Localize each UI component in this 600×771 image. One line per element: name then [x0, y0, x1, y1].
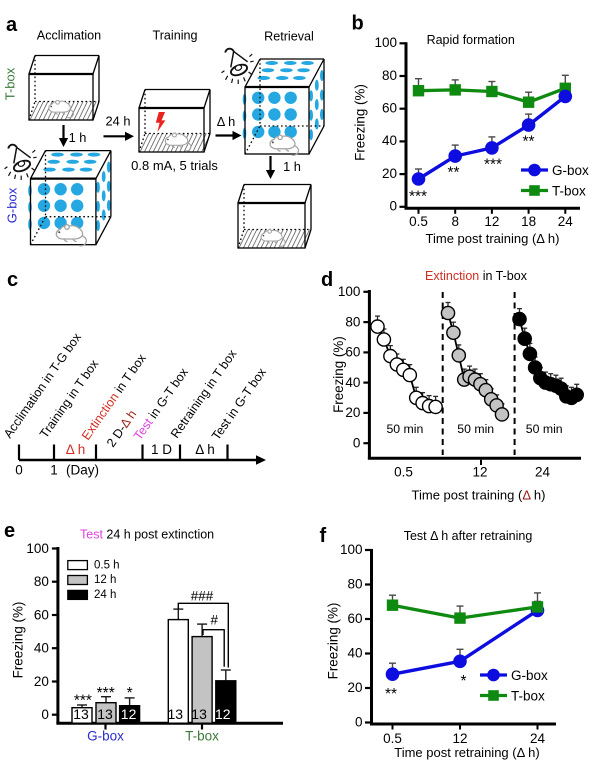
- svg-text:Time post training (Δ h): Time post training (Δ h): [412, 487, 546, 502]
- svg-text:***: ***: [74, 692, 92, 709]
- svg-text:24 h: 24 h: [94, 589, 116, 601]
- svg-text:***: ***: [97, 685, 115, 702]
- svg-text:50 min: 50 min: [457, 422, 494, 436]
- svg-text:Freezing (%): Freezing (%): [352, 84, 367, 161]
- svg-text:(Day): (Day): [66, 463, 99, 478]
- svg-text:18: 18: [521, 214, 536, 229]
- svg-text:f: f: [320, 525, 327, 547]
- svg-text:60: 60: [34, 607, 49, 622]
- svg-text:12: 12: [121, 706, 137, 722]
- svg-text:*: *: [460, 673, 466, 690]
- svg-text:12: 12: [452, 731, 467, 746]
- svg-text:1 h: 1 h: [283, 159, 301, 174]
- svg-text:###: ###: [191, 588, 214, 603]
- svg-text:20: 20: [34, 674, 49, 689]
- svg-text:0.5 h: 0.5 h: [94, 559, 120, 571]
- svg-text:40: 40: [347, 645, 362, 660]
- svg-text:Test Δ h after retraining: Test Δ h after retraining: [404, 529, 533, 543]
- svg-text:Freezing (%): Freezing (%): [325, 603, 340, 680]
- svg-text:1 D: 1 D: [151, 442, 172, 457]
- svg-text:Retrieval: Retrieval: [264, 30, 314, 44]
- svg-text:***: ***: [484, 157, 502, 174]
- svg-text:80: 80: [34, 574, 49, 589]
- svg-text:50 min: 50 min: [386, 422, 423, 436]
- svg-text:100: 100: [26, 541, 49, 556]
- svg-text:c: c: [7, 269, 18, 291]
- svg-text:Acclimation: Acclimation: [37, 29, 101, 43]
- svg-text:**: **: [522, 134, 534, 151]
- svg-text:100: 100: [374, 35, 397, 50]
- svg-text:0.5: 0.5: [409, 214, 428, 229]
- svg-text:Δ h: Δ h: [195, 442, 215, 457]
- svg-text:12 h: 12 h: [94, 574, 116, 586]
- svg-text:24 h: 24 h: [106, 114, 131, 129]
- svg-text:Freezing (%): Freezing (%): [10, 602, 25, 679]
- svg-text:80: 80: [345, 314, 360, 329]
- svg-text:13: 13: [73, 706, 89, 722]
- svg-text:G-box: G-box: [511, 668, 548, 683]
- svg-text:**: **: [385, 686, 397, 703]
- svg-text:T-box: T-box: [185, 729, 219, 744]
- svg-text:e: e: [4, 520, 15, 542]
- svg-text:20: 20: [347, 680, 362, 695]
- svg-text:100: 100: [338, 284, 361, 299]
- svg-text:1: 1: [50, 463, 58, 478]
- svg-text:Δ h: Δ h: [217, 114, 236, 129]
- svg-text:24: 24: [535, 465, 551, 480]
- svg-text:Training: Training: [152, 29, 197, 43]
- svg-text:#: #: [210, 613, 218, 628]
- svg-text:Freezing (%): Freezing (%): [331, 336, 346, 413]
- svg-text:100: 100: [340, 542, 363, 557]
- svg-text:0: 0: [389, 199, 397, 214]
- svg-text:13: 13: [97, 706, 113, 722]
- svg-text:0.5: 0.5: [383, 731, 402, 746]
- svg-text:T-box: T-box: [552, 183, 586, 198]
- svg-text:0.8 mA, 5 trials: 0.8 mA, 5 trials: [131, 158, 218, 173]
- svg-text:Time post retraining (Δ h): Time post retraining (Δ h): [394, 745, 539, 760]
- svg-text:G-box: G-box: [87, 729, 124, 744]
- svg-text:*: *: [127, 685, 133, 702]
- svg-text:12: 12: [484, 214, 499, 229]
- svg-text:a: a: [6, 14, 18, 36]
- svg-text:Time post training (Δ h): Time post training (Δ h): [426, 231, 560, 246]
- svg-text:Test 24 h post extinction: Test 24 h post extinction: [80, 528, 214, 542]
- svg-text:24: 24: [558, 214, 574, 229]
- svg-text:40: 40: [382, 133, 397, 148]
- svg-text:40: 40: [345, 375, 360, 390]
- svg-text:Δ h: Δ h: [66, 442, 86, 457]
- svg-text:13: 13: [168, 706, 184, 722]
- svg-text:0: 0: [355, 714, 363, 729]
- svg-text:60: 60: [345, 345, 360, 360]
- svg-text:8: 8: [451, 214, 459, 229]
- svg-text:13: 13: [191, 706, 207, 722]
- svg-text:G-box: G-box: [552, 163, 589, 178]
- svg-text:80: 80: [382, 68, 397, 83]
- svg-text:40: 40: [34, 641, 49, 656]
- svg-text:12: 12: [472, 465, 487, 480]
- svg-text:T-box: T-box: [511, 688, 545, 703]
- svg-text:Rapid formation: Rapid formation: [427, 33, 515, 47]
- svg-text:24: 24: [530, 731, 546, 746]
- svg-text:d: d: [321, 269, 333, 291]
- svg-text:60: 60: [347, 611, 362, 626]
- svg-text:1 h: 1 h: [69, 130, 87, 145]
- svg-text:20: 20: [382, 166, 397, 181]
- svg-text:60: 60: [382, 101, 397, 116]
- svg-text:50 min: 50 min: [526, 422, 563, 436]
- svg-text:b: b: [352, 13, 364, 35]
- svg-text:0: 0: [353, 436, 361, 451]
- svg-text:Extinction in T-box: Extinction in T-box: [425, 269, 528, 283]
- svg-text:**: **: [447, 165, 459, 182]
- svg-text:0: 0: [41, 707, 49, 722]
- svg-text:G-box: G-box: [5, 187, 20, 223]
- svg-text:T-box: T-box: [3, 67, 18, 100]
- svg-text:80: 80: [347, 576, 362, 591]
- svg-text:12: 12: [215, 706, 231, 722]
- svg-text:20: 20: [345, 405, 360, 420]
- svg-text:0: 0: [15, 463, 23, 478]
- svg-text:***: ***: [409, 189, 427, 206]
- svg-text:0.5: 0.5: [394, 465, 413, 480]
